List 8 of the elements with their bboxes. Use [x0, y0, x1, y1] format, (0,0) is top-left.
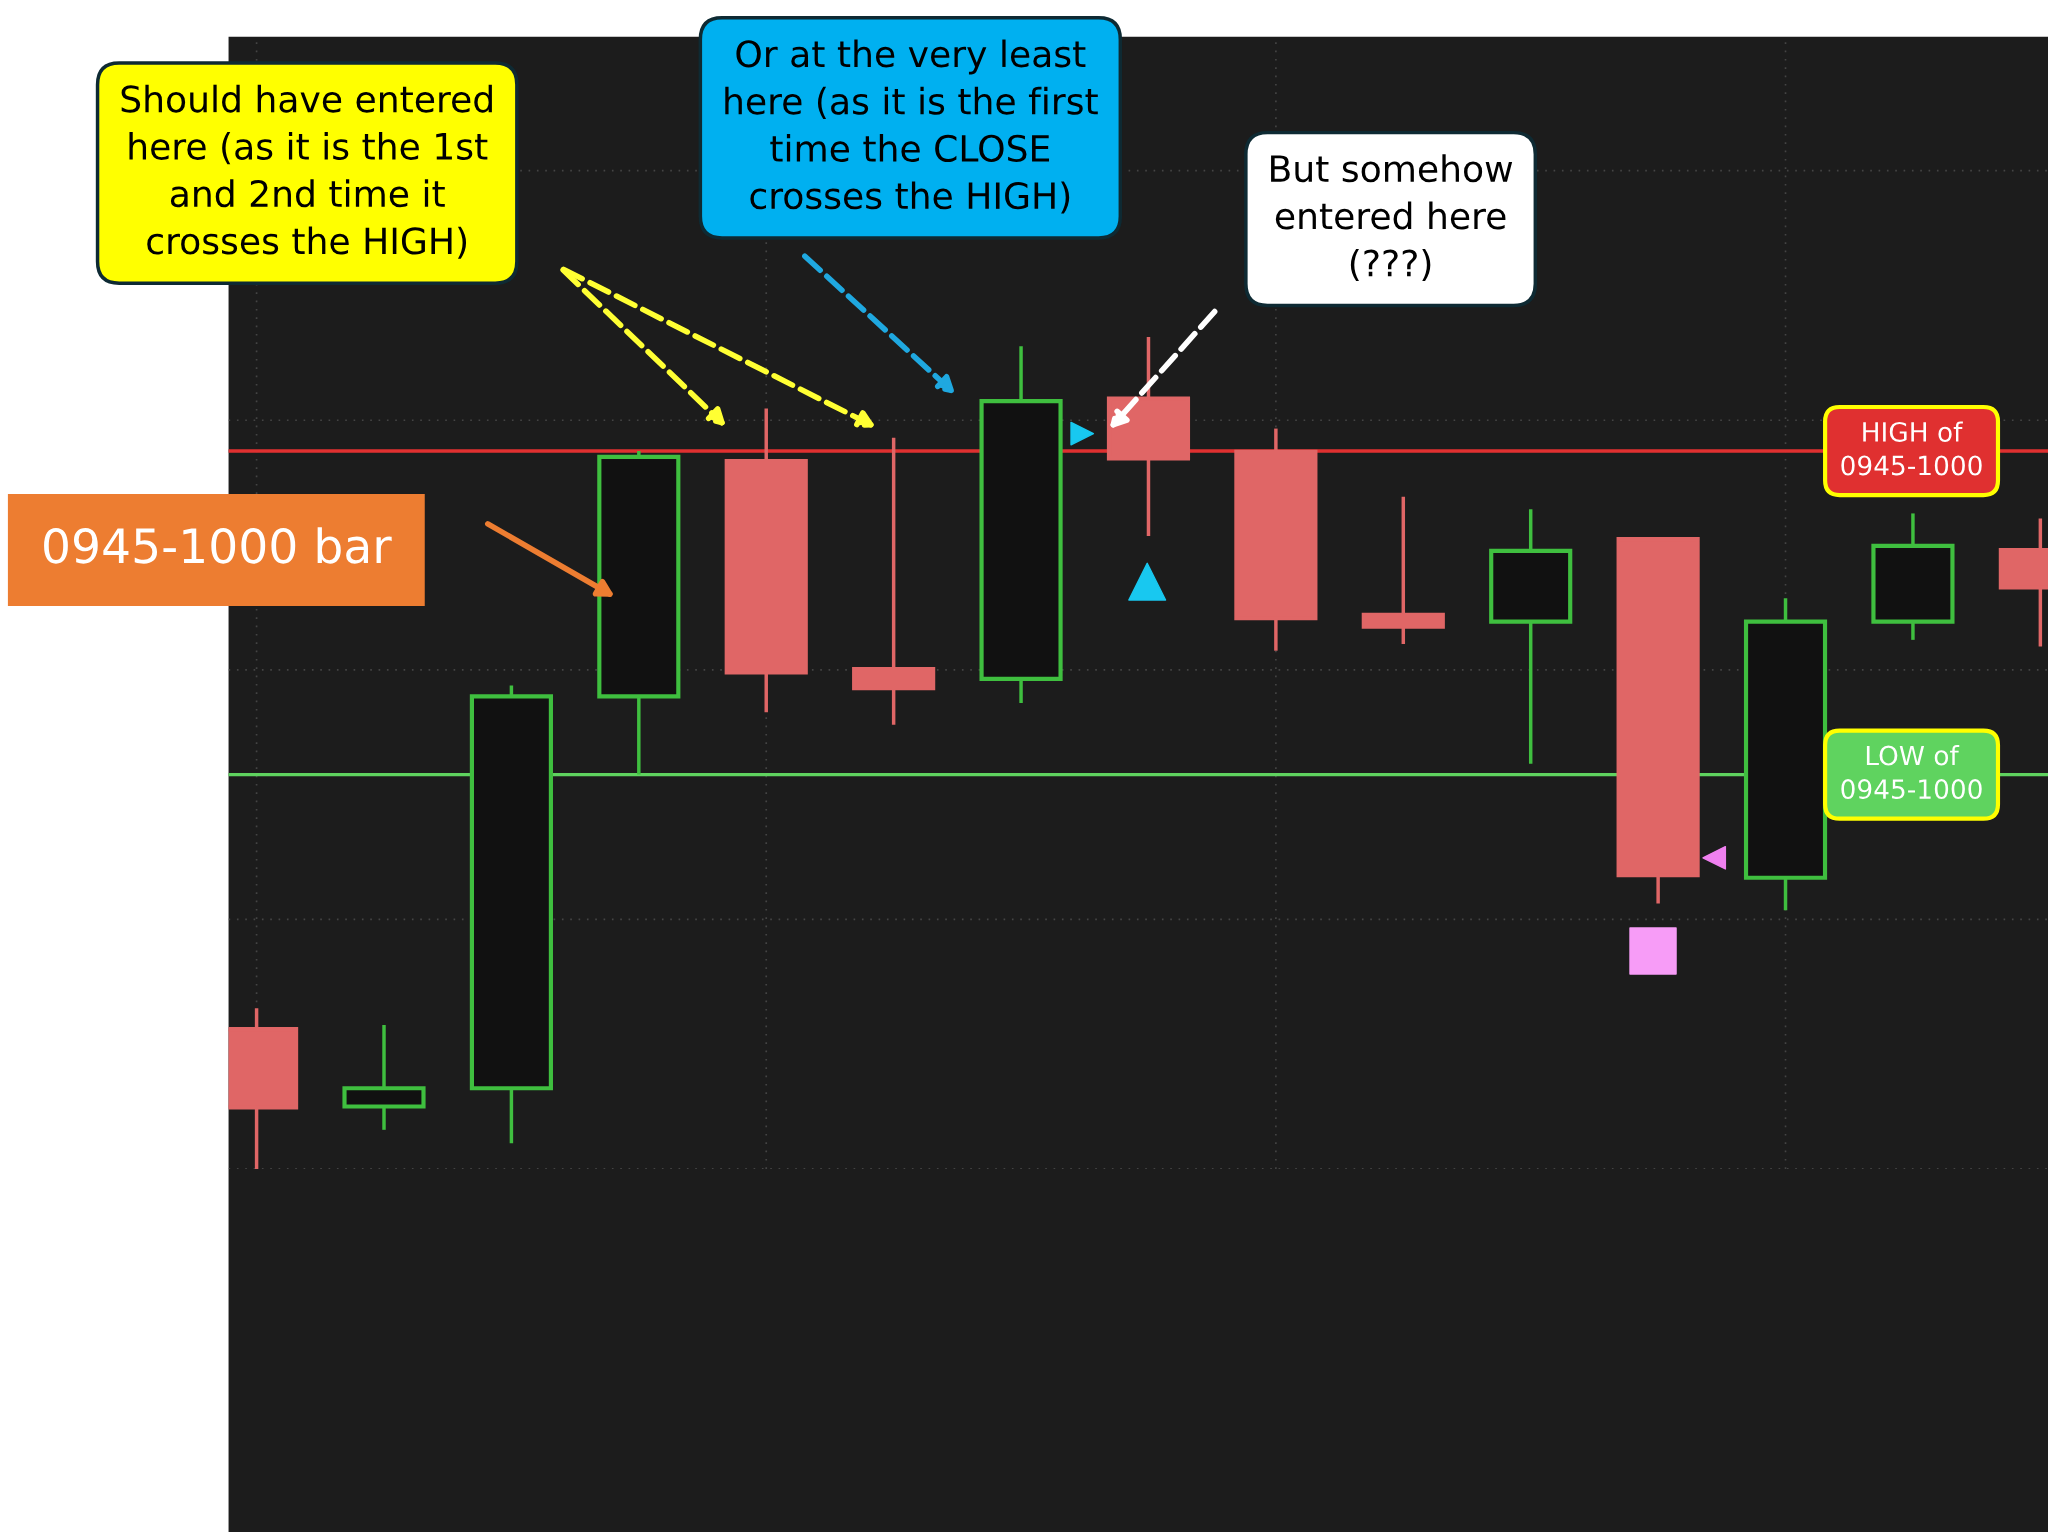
annotation: 0945-1000 bar	[44, 527, 392, 564]
text: Or at the very least here (as it is the first time the CLOSE crosses the HIGH)	[725, 39, 1098, 214]
text: But somehow entered here (???)	[1271, 154, 1513, 282]
text: Should have entered here (as it is the 1st and 2nd time it crosses the HIGH)	[121, 84, 492, 259]
candlestick	[852, 437, 936, 725]
ref-line-label: HIGH of 0945-1000	[1841, 421, 1982, 476]
candlestick	[1361, 496, 1445, 645]
ref-line-label: LOW of 0945-1000	[1841, 745, 1982, 800]
